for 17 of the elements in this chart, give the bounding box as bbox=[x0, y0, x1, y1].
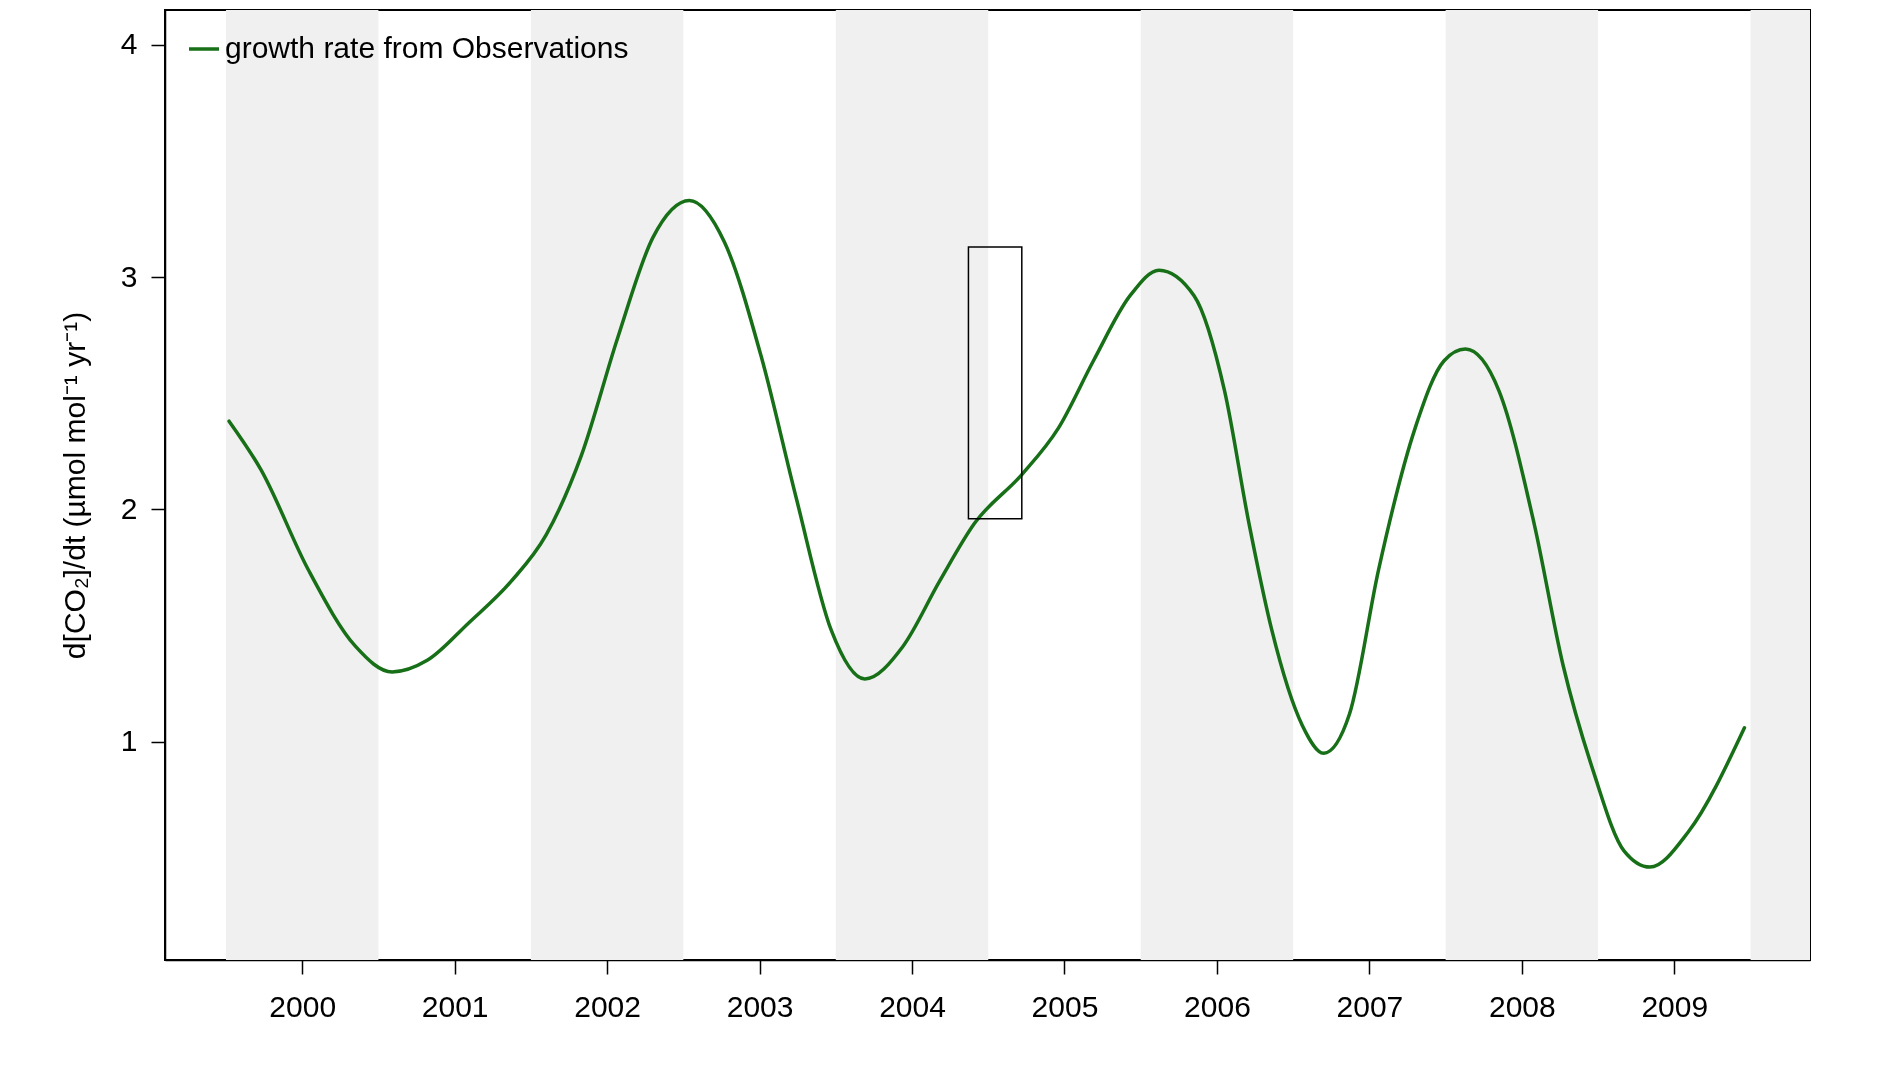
x-tick-label: 2007 bbox=[1336, 989, 1404, 1023]
x-tick-label: 2008 bbox=[1488, 989, 1556, 1023]
legend-label: growth rate from Observations bbox=[225, 31, 629, 64]
y-tick-label: 4 bbox=[120, 27, 138, 61]
line-series bbox=[227, 198, 1747, 869]
y-tick-label: 1 bbox=[120, 724, 138, 758]
y-tick-label: 3 bbox=[120, 259, 138, 293]
x-tick-label: 2003 bbox=[726, 989, 794, 1023]
y-axis-title: d[CO₂]/dt (µmol mol⁻¹ yr⁻¹) bbox=[57, 311, 91, 660]
x-tick-label: 2000 bbox=[269, 989, 337, 1023]
x-tick-label: 2004 bbox=[879, 989, 946, 1023]
x-tick-label: 2005 bbox=[1031, 989, 1099, 1023]
y-tick-label: 2 bbox=[120, 491, 138, 525]
x-tick-label: 2002 bbox=[574, 989, 641, 1023]
x-tick-label: 2006 bbox=[1184, 989, 1251, 1023]
x-tick-label: 2001 bbox=[421, 989, 489, 1023]
x-tick-label: 2009 bbox=[1641, 989, 1709, 1023]
